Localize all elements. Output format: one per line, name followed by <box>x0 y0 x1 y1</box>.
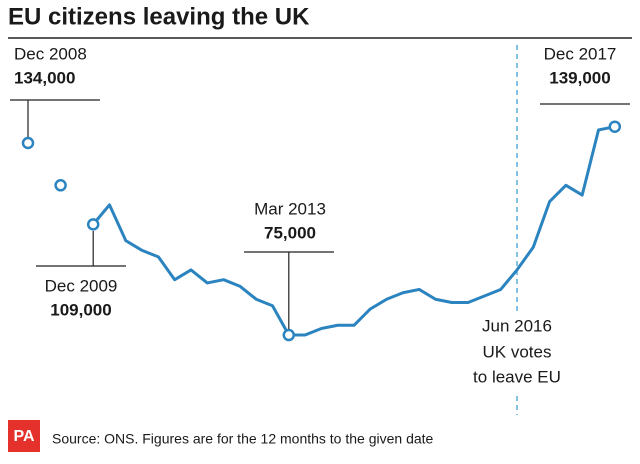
annotation-value: 109,000 <box>50 300 111 319</box>
event-label: to leave EU <box>473 367 561 386</box>
annotation-date: Dec 2009 <box>45 276 118 295</box>
annotation-date: Dec 2017 <box>544 44 617 63</box>
point <box>282 328 296 342</box>
point <box>54 179 67 192</box>
line <box>92 125 616 337</box>
annotation-date: Dec 2008 <box>14 44 87 63</box>
logo: PA <box>13 428 34 445</box>
event-date: Jun 2016 <box>482 316 552 335</box>
logo-box <box>8 420 40 452</box>
point <box>86 218 100 231</box>
annotation-value: 75,000 <box>264 223 316 242</box>
annotation-value: 134,000 <box>14 68 75 87</box>
point <box>21 136 35 150</box>
chart-title: EU citizens leaving the UK <box>8 3 310 30</box>
event-label-bg <box>467 312 567 392</box>
annotation-value: 139,000 <box>549 68 610 87</box>
event-label: UK votes <box>483 342 552 361</box>
point <box>608 120 622 133</box>
source: Source: ONS. Figures are for the 12 mont… <box>52 431 434 447</box>
annotation-date: Mar 2013 <box>254 199 326 218</box>
